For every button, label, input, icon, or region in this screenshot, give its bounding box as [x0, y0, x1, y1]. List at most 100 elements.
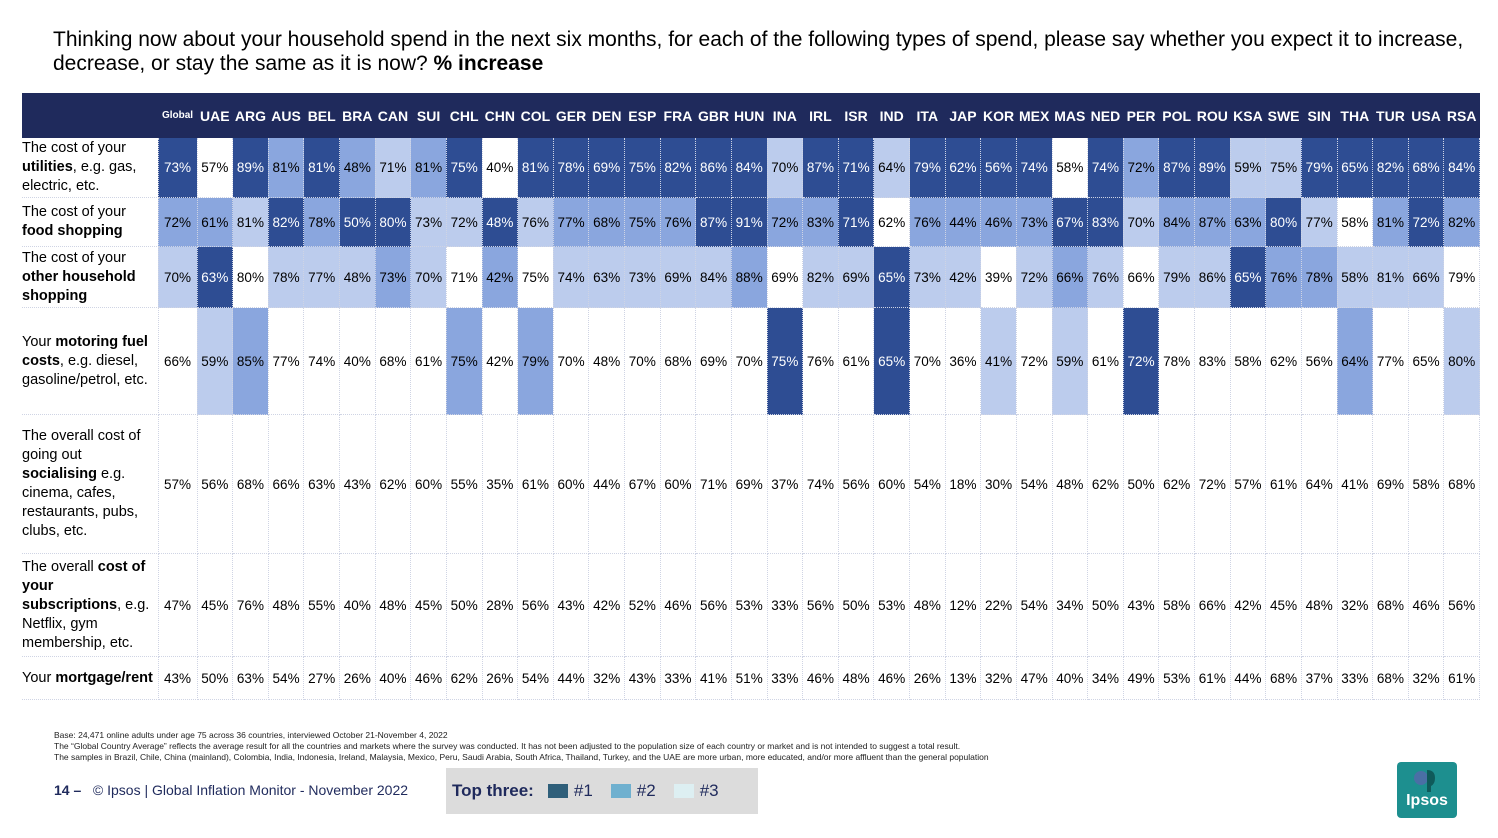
column-header-ina: INA — [767, 93, 803, 138]
cell-food-aus: 82% — [268, 197, 305, 247]
cell-motor-uae: 59% — [197, 307, 234, 415]
logo-figure-icon — [1414, 770, 1435, 792]
table-row-mort: Your mortgage/rent 43% 50% 63% 54% 27% 26% 40% 4… — [22, 656, 1480, 700]
cell-mort-per: 49% — [1123, 656, 1160, 700]
cell-subs-tur: 68% — [1372, 553, 1409, 657]
cell-util-hun: 84% — [731, 138, 768, 198]
legend: Top three: #1 #2 #3 — [446, 768, 758, 814]
row-label-part: e.g. cinema, cafes, restaurants, pubs, c… — [22, 466, 139, 539]
cell-util-can: 71% — [375, 138, 412, 198]
cell-mort-irl: 46% — [802, 656, 839, 700]
cell-subs-jap: 12% — [945, 553, 982, 657]
cell-mort-bra: 26% — [339, 656, 376, 700]
cell-mort-mas: 40% — [1052, 656, 1089, 700]
cell-food-ina: 72% — [767, 197, 804, 247]
cell-other-sin: 78% — [1301, 246, 1338, 308]
page-title: Thinking now about your household spend … — [53, 28, 1473, 76]
column-header-rsa: RSA — [1443, 93, 1480, 138]
cell-util-bel: 81% — [303, 138, 340, 198]
cell-mort-sin: 37% — [1301, 656, 1338, 700]
column-header-ger: GER — [553, 93, 589, 138]
cell-food-esp: 75% — [624, 197, 661, 247]
column-header-kor: KOR — [980, 93, 1017, 138]
column-header-arg: ARG — [232, 93, 269, 138]
column-header-fra: FRA — [660, 93, 696, 138]
cell-subs-gbr: 56% — [695, 553, 732, 657]
cell-motor-pol: 78% — [1158, 307, 1195, 415]
column-header-uae: UAE — [197, 93, 233, 138]
cell-mort-chl: 62% — [446, 656, 483, 700]
cell-mort-arg: 63% — [232, 656, 269, 700]
cell-mort-ger: 44% — [553, 656, 590, 700]
cell-mort-tur: 68% — [1372, 656, 1409, 700]
cell-subs-pol: 58% — [1158, 553, 1195, 657]
cell-other-chn: 42% — [482, 246, 519, 308]
cell-other-aus: 78% — [268, 246, 305, 308]
column-header-swe: SWE — [1265, 93, 1302, 138]
column-header-den: DEN — [588, 93, 625, 138]
legend-item-3: #3 — [673, 781, 719, 801]
cell-social-irl: 74% — [802, 414, 839, 554]
column-header-ned: NED — [1087, 93, 1124, 138]
cell-food-den: 68% — [588, 197, 625, 247]
cell-subs-mex: 54% — [1016, 553, 1053, 657]
row-label-part: , e.g. gas, electric, etc. — [22, 159, 137, 194]
cell-social-mex: 54% — [1016, 414, 1053, 554]
cell-other-gbr: 84% — [695, 246, 732, 308]
column-header-pol: POL — [1158, 93, 1195, 138]
cell-social-uae: 56% — [197, 414, 234, 554]
cell-mort-kor: 32% — [980, 656, 1017, 700]
cell-other-swe: 76% — [1265, 246, 1302, 308]
cell-social-global: 57% — [158, 414, 198, 554]
row-label-part: The cost of your — [22, 249, 126, 266]
cell-other-usa: 66% — [1408, 246, 1445, 308]
cell-other-hun: 88% — [731, 246, 768, 308]
cell-util-ita: 79% — [909, 138, 946, 198]
cell-subs-ita: 48% — [909, 553, 946, 657]
cell-util-sui: 81% — [410, 138, 447, 198]
cell-mort-swe: 68% — [1265, 656, 1302, 700]
column-header-usa: USA — [1408, 93, 1444, 138]
cell-other-rsa: 79% — [1443, 246, 1480, 308]
cell-social-sui: 60% — [410, 414, 447, 554]
row-label-part: Your — [22, 333, 56, 350]
logo-text: Ipsos — [1406, 792, 1448, 809]
cell-other-kor: 39% — [980, 246, 1017, 308]
row-label-part: , e.g. Netflix, gym membership, etc. — [22, 596, 150, 651]
cell-subs-irl: 56% — [802, 553, 839, 657]
cell-other-jap: 42% — [945, 246, 982, 308]
cell-food-chl: 72% — [446, 197, 483, 247]
cell-motor-sin: 56% — [1301, 307, 1338, 415]
column-header-bra: BRA — [339, 93, 376, 138]
cell-mort-sui: 46% — [410, 656, 447, 700]
cell-util-chn: 40% — [482, 138, 519, 198]
cell-util-irl: 87% — [802, 138, 839, 198]
cell-other-sui: 70% — [410, 246, 447, 308]
cell-subs-chn: 28% — [482, 553, 519, 657]
cell-util-gbr: 86% — [695, 138, 732, 198]
cell-social-den: 44% — [588, 414, 625, 554]
cell-other-pol: 79% — [1158, 246, 1195, 308]
column-header-col: COL — [517, 93, 554, 138]
cell-social-arg: 68% — [232, 414, 269, 554]
cell-subs-ned: 50% — [1087, 553, 1124, 657]
cell-util-esp: 75% — [624, 138, 661, 198]
cell-motor-can: 68% — [375, 307, 412, 415]
cell-subs-arg: 76% — [232, 553, 269, 657]
cell-util-isr: 71% — [838, 138, 875, 198]
cell-mort-hun: 51% — [731, 656, 768, 700]
cell-subs-ina: 33% — [767, 553, 804, 657]
cell-other-per: 66% — [1123, 246, 1160, 308]
cell-motor-ned: 61% — [1087, 307, 1124, 415]
cell-motor-esp: 70% — [624, 307, 661, 415]
cell-food-tha: 58% — [1337, 197, 1374, 247]
row-label-part: other household shopping — [22, 268, 136, 304]
cell-motor-rou: 83% — [1194, 307, 1231, 415]
legend-label-2: #2 — [636, 781, 656, 800]
cell-motor-jap: 36% — [945, 307, 982, 415]
cell-other-col: 75% — [517, 246, 554, 308]
legend-swatch-2 — [610, 784, 631, 798]
cell-subs-bra: 40% — [339, 553, 376, 657]
column-header-ita: ITA — [909, 93, 946, 138]
cell-util-jap: 62% — [945, 138, 982, 198]
